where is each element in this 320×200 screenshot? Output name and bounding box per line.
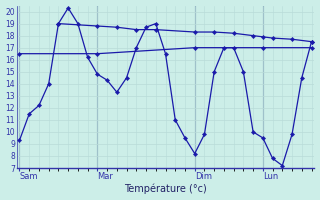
X-axis label: Température (°c): Température (°c) bbox=[124, 184, 207, 194]
